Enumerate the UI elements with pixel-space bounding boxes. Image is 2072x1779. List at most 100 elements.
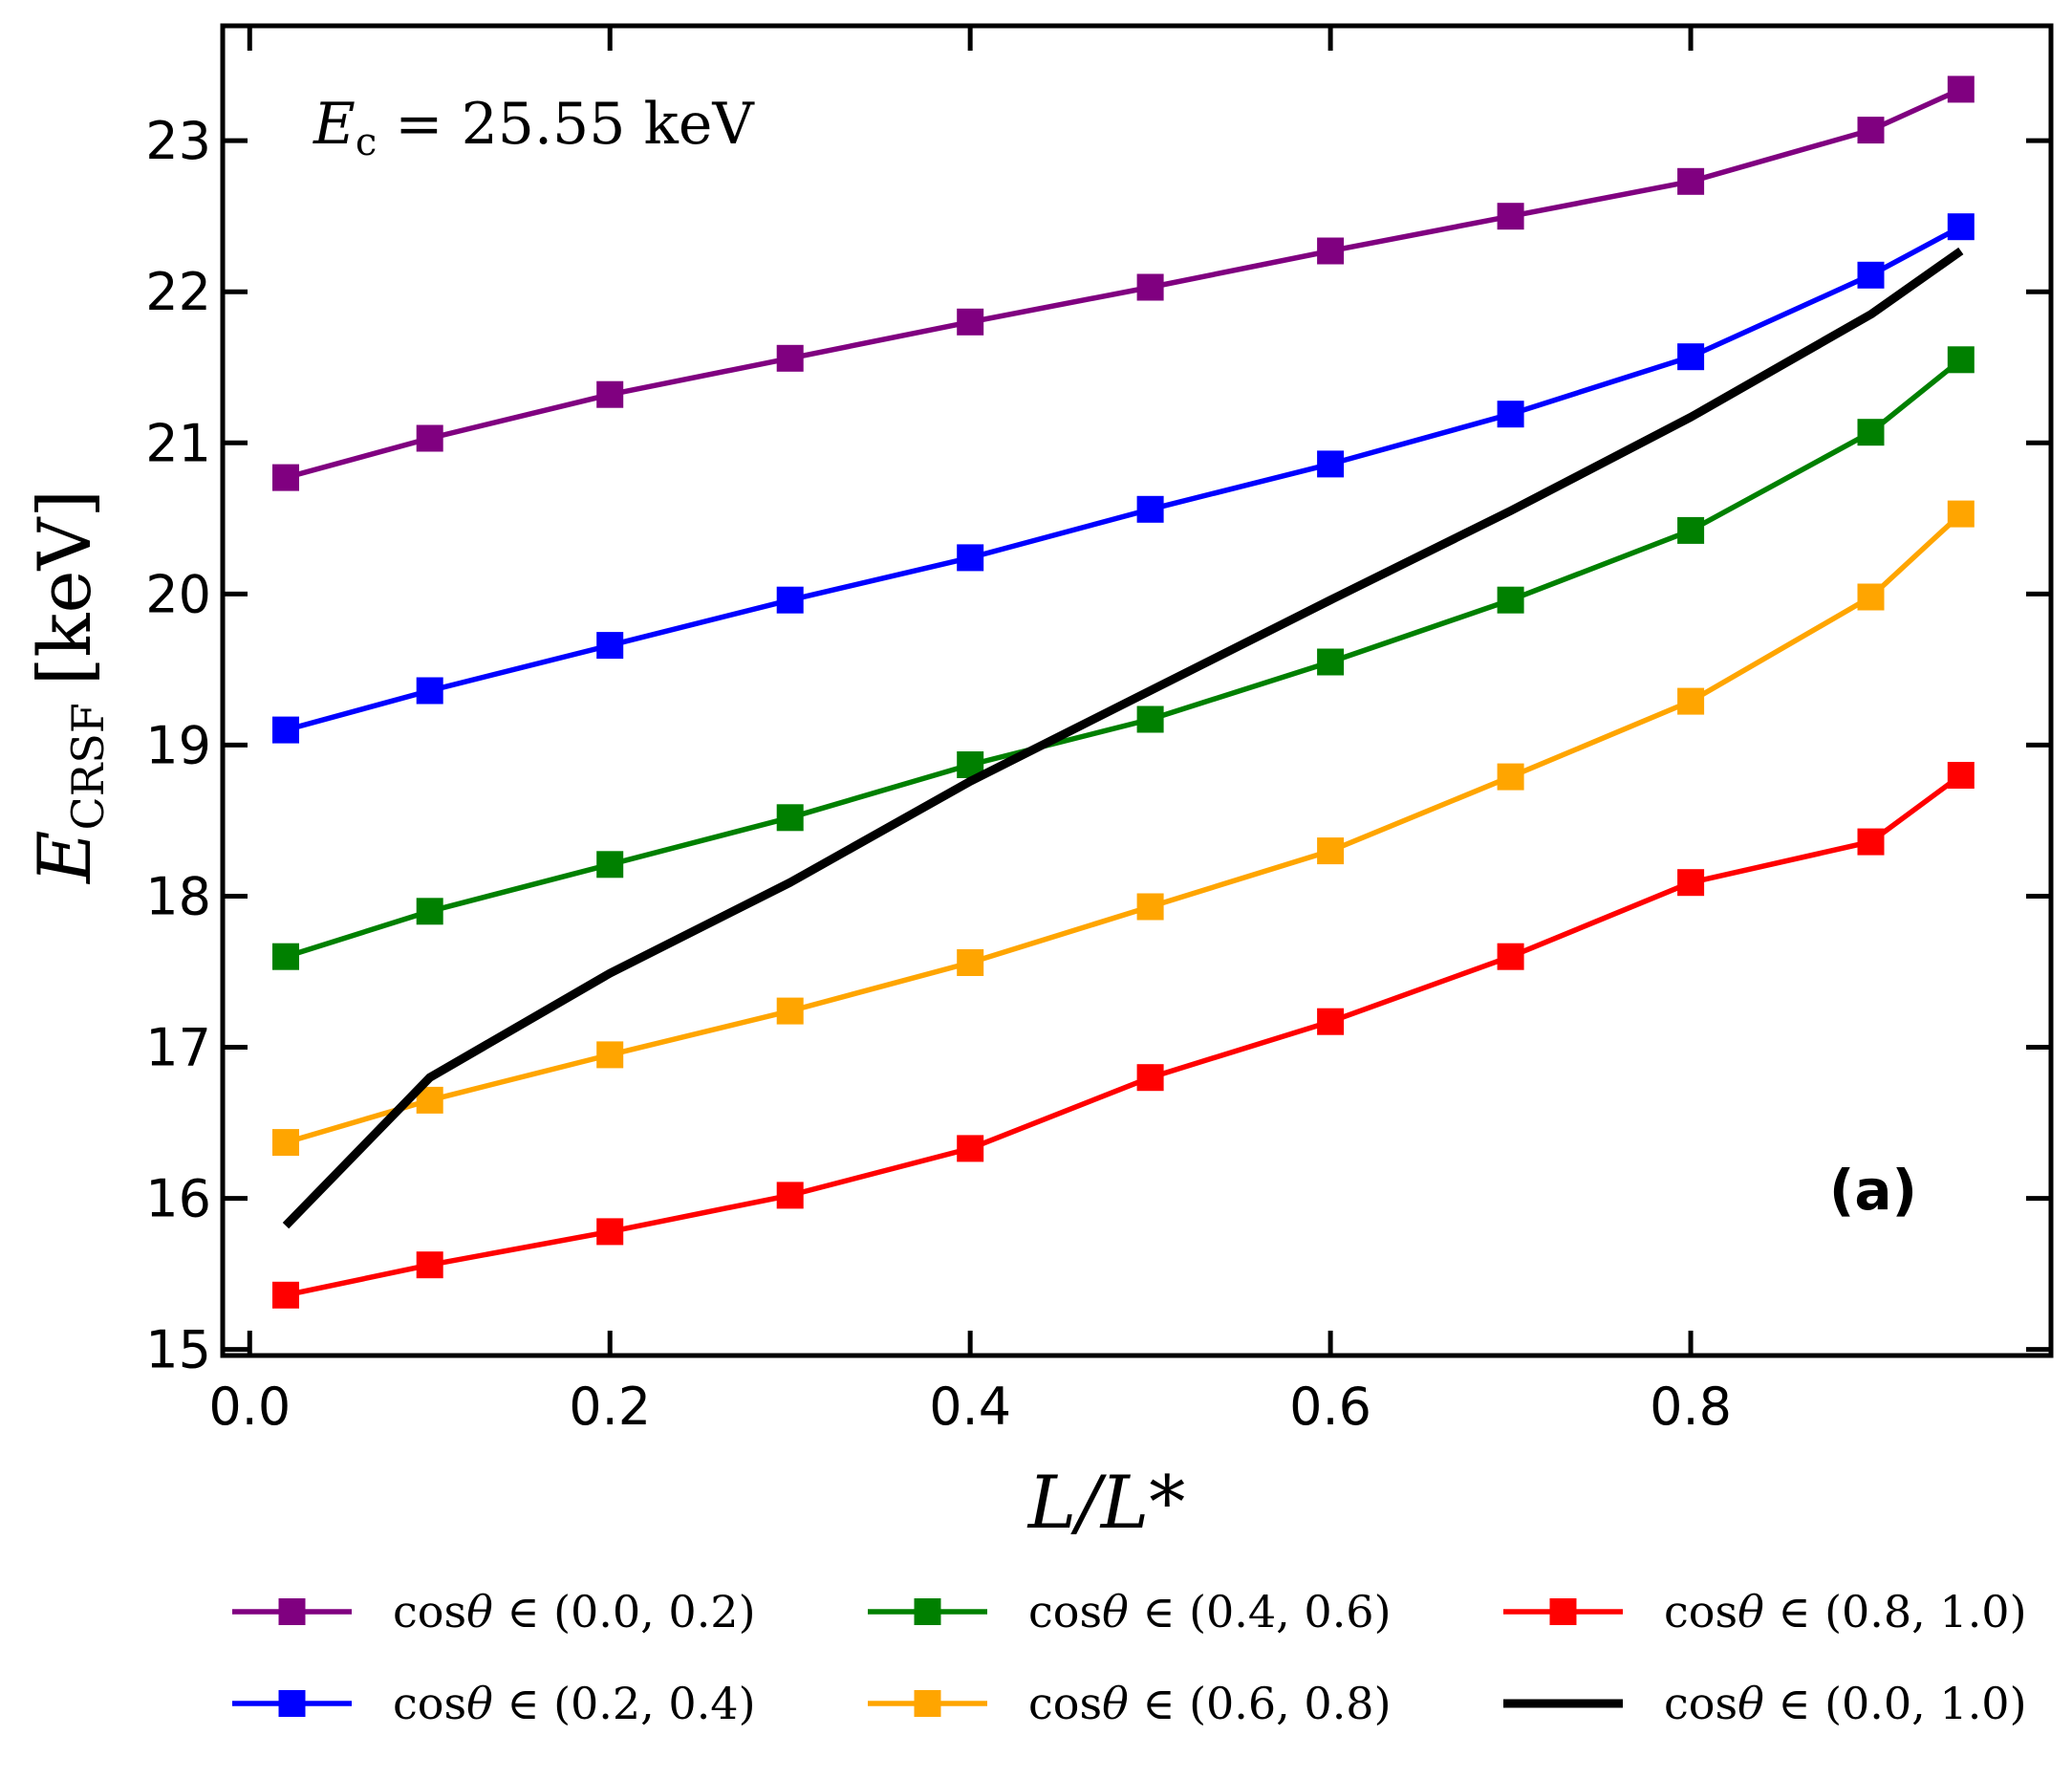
y-axis-subscript: CRSF	[62, 703, 114, 830]
data-point	[416, 1251, 443, 1279]
legend-swatch-marker	[278, 1690, 306, 1717]
data-point	[416, 677, 443, 705]
legend-label-prefix: cos	[1664, 1586, 1737, 1638]
legend-label-suffix: ∈ (0.0, 0.2)	[493, 1586, 756, 1638]
data-point	[776, 344, 804, 372]
annotation-symbol: E	[313, 91, 356, 158]
data-point	[272, 943, 299, 970]
legend-label-theta: θ	[1102, 1586, 1129, 1638]
legend-label-theta: θ	[1737, 1586, 1764, 1638]
data-point	[272, 1129, 299, 1157]
data-point	[1677, 687, 1705, 715]
data-point	[1317, 237, 1345, 265]
legend-label-prefix: cos	[1664, 1678, 1737, 1729]
y-tick-label: 23	[145, 111, 211, 171]
data-point	[1947, 500, 1975, 528]
data-point	[1136, 893, 1164, 921]
legend-label-prefix: cos	[1028, 1678, 1102, 1729]
data-point	[1677, 516, 1705, 544]
y-tick-label: 18	[145, 866, 211, 926]
data-point	[1136, 273, 1164, 301]
data-point	[1317, 648, 1345, 676]
data-point	[1857, 261, 1885, 289]
y-axis-symbol: E	[22, 831, 107, 885]
data-point	[416, 424, 443, 452]
legend-label: cosθ ∈ (0.0, 0.2)	[393, 1586, 756, 1638]
series-2	[272, 213, 1975, 744]
data-point	[1947, 76, 1975, 103]
series-3	[272, 346, 1975, 970]
legend-label-theta: θ	[1737, 1678, 1764, 1729]
data-point	[596, 632, 624, 660]
legend-label-prefix: cos	[1028, 1586, 1102, 1638]
data-point	[1947, 762, 1975, 789]
data-point	[1317, 837, 1345, 865]
x-tick-labels: 0.0 0.2 0.4 0.6 0.8	[208, 1377, 1732, 1437]
legend-label: cosθ ∈ (0.4, 0.6)	[1028, 1586, 1392, 1638]
legend-label-suffix: ∈ (0.0, 1.0)	[1764, 1678, 2027, 1729]
legend-swatch-marker	[278, 1598, 306, 1625]
legend-label: cosθ ∈ (0.2, 0.4)	[393, 1678, 756, 1729]
y-axis-unit: [keV]	[22, 489, 107, 685]
series-layer	[272, 76, 1975, 1309]
data-point	[272, 1281, 299, 1309]
data-point	[1136, 1064, 1164, 1092]
data-point	[596, 851, 624, 879]
legend-item: cosθ ∈ (0.6, 0.8)	[868, 1678, 1392, 1729]
legend-label-theta: θ	[1102, 1678, 1129, 1729]
legend-label-suffix: ∈ (0.2, 0.4)	[493, 1678, 756, 1729]
plot-frame	[220, 23, 2054, 1358]
data-point	[776, 804, 804, 832]
series-6	[282, 247, 1964, 1229]
data-point	[1677, 167, 1705, 195]
annotation-subscript: c	[356, 120, 377, 164]
data-point	[1317, 1008, 1345, 1035]
legend-label-suffix: ∈ (0.8, 1.0)	[1764, 1586, 2027, 1638]
y-tick-label: 19	[145, 715, 211, 775]
x-tick-label: 0.6	[1289, 1377, 1371, 1437]
series-line	[282, 247, 1964, 1229]
data-point	[1497, 943, 1524, 970]
data-point	[776, 997, 804, 1025]
data-point	[1857, 828, 1885, 856]
data-point	[1136, 495, 1164, 523]
data-point	[416, 898, 443, 925]
legend-item: cosθ ∈ (0.8, 1.0)	[1503, 1586, 2027, 1638]
data-point	[1947, 213, 1975, 241]
legend-item: cosθ ∈ (0.2, 0.4)	[232, 1678, 756, 1729]
data-point	[957, 949, 984, 976]
legend-label-prefix: cos	[393, 1678, 466, 1729]
data-point	[1136, 705, 1164, 733]
data-point	[1497, 401, 1524, 428]
legend-label-prefix: cos	[393, 1586, 466, 1638]
y-axis-label: ECRSF [keV]	[22, 489, 114, 885]
legend-label-theta: θ	[466, 1678, 493, 1729]
x-tick-label: 0.8	[1650, 1377, 1732, 1437]
series-5	[272, 762, 1975, 1309]
legend-label: cosθ ∈ (0.8, 1.0)	[1664, 1586, 2027, 1638]
data-point	[272, 464, 299, 491]
y-tick-label: 15	[145, 1320, 211, 1380]
legend-item: cosθ ∈ (0.0, 0.2)	[232, 1586, 756, 1638]
x-tick-label: 0.4	[929, 1377, 1011, 1437]
data-point	[1677, 869, 1705, 897]
data-point	[1677, 343, 1705, 371]
y-tick-label: 16	[145, 1169, 211, 1229]
y-tick-labels: 15 16 17 18 19 20 21 22 23	[145, 111, 211, 1380]
data-point	[1317, 450, 1345, 478]
panel-label: (a)	[1829, 1158, 1917, 1223]
y-tick-label: 20	[145, 564, 211, 624]
legend: cosθ ∈ (0.0, 0.2)cosθ ∈ (0.2, 0.4)cosθ ∈…	[232, 1586, 2027, 1729]
data-point	[272, 716, 299, 744]
series-1	[272, 76, 1975, 491]
series-4	[272, 500, 1975, 1157]
data-point	[957, 308, 984, 336]
legend-swatch-marker	[914, 1598, 941, 1625]
legend-item: cosθ ∈ (0.4, 0.6)	[868, 1586, 1392, 1638]
y-tick-label: 21	[145, 413, 211, 473]
legend-item: cosθ ∈ (0.0, 1.0)	[1503, 1678, 2027, 1729]
legend-label-suffix: ∈ (0.6, 0.8)	[1129, 1678, 1392, 1729]
data-point	[776, 1182, 804, 1209]
